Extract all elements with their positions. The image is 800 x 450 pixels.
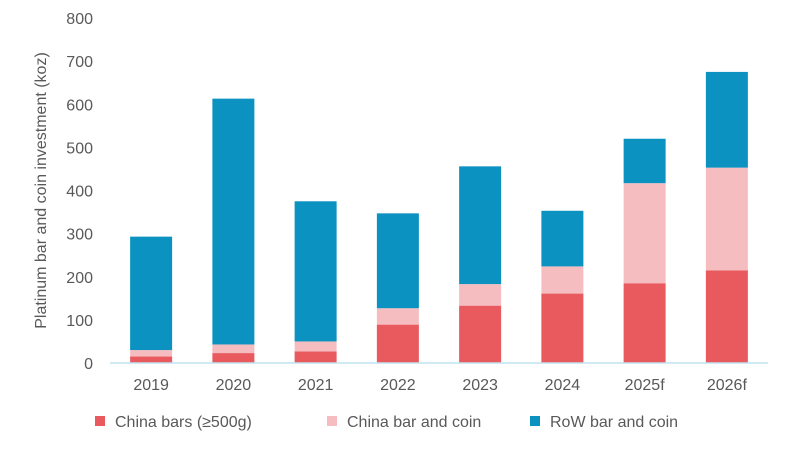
bar-2026f-china-bars-500g bbox=[705, 270, 748, 363]
bar-2024-row-bar-and-coin bbox=[541, 210, 584, 267]
x-tick-label-2019: 2019 bbox=[133, 377, 169, 394]
legend-label-row-bar-and-coin: RoW bar and coin bbox=[550, 414, 678, 431]
bar-2024-china-bars-500g bbox=[541, 293, 584, 363]
bar-2022-china-bars-500g bbox=[376, 324, 419, 363]
y-tick-label-700: 700 bbox=[66, 54, 93, 71]
bar-2026f-row-bar-and-coin bbox=[705, 71, 748, 168]
legend-swatch-china-bars-500g bbox=[95, 416, 105, 426]
y-tick-label-400: 400 bbox=[66, 184, 93, 201]
x-tick-label-2026f: 2026f bbox=[707, 377, 748, 394]
y-tick-label-500: 500 bbox=[66, 140, 93, 157]
bar-2020-china-bars-500g bbox=[212, 353, 255, 363]
bar-2024-china-bar-and-coin bbox=[541, 266, 584, 294]
bar-2026f-china-bar-and-coin bbox=[705, 167, 748, 271]
bar-2019-china-bars-500g bbox=[130, 356, 173, 363]
x-tick-label-2023: 2023 bbox=[462, 377, 498, 394]
y-tick-label-100: 100 bbox=[66, 313, 93, 330]
bar-2023-china-bar-and-coin bbox=[459, 284, 502, 306]
y-tick-label-200: 200 bbox=[66, 270, 93, 287]
y-tick-label-600: 600 bbox=[66, 97, 93, 114]
legend-label-china-bars-500g: China bars (≥500g) bbox=[115, 414, 252, 431]
legend-swatch-row-bar-and-coin bbox=[530, 416, 540, 426]
bar-2022-row-bar-and-coin bbox=[376, 213, 419, 309]
legend-label-china-bar-and-coin: China bar and coin bbox=[347, 414, 481, 431]
x-tick-label-2025f: 2025f bbox=[625, 377, 666, 394]
bar-2022-china-bar-and-coin bbox=[376, 308, 419, 325]
bar-2023-china-bars-500g bbox=[459, 305, 502, 363]
bar-2025f-china-bars-500g bbox=[623, 283, 666, 363]
bar-2025f-row-bar-and-coin bbox=[623, 138, 666, 184]
legend-swatch-china-bar-and-coin bbox=[327, 416, 337, 426]
y-tick-label-0: 0 bbox=[84, 356, 93, 373]
x-tick-label-2024: 2024 bbox=[545, 377, 581, 394]
x-tick-label-2020: 2020 bbox=[216, 377, 252, 394]
y-axis: 0 100 200 300 400 500 600 700 800 bbox=[66, 11, 93, 373]
bar-2025f-china-bar-and-coin bbox=[623, 183, 666, 284]
bar-2021-china-bars-500g bbox=[294, 351, 337, 363]
bar-2023-row-bar-and-coin bbox=[459, 166, 502, 285]
bar-2020-china-bar-and-coin bbox=[212, 344, 255, 354]
y-tick-label-800: 800 bbox=[66, 11, 93, 28]
x-tick-label-2022: 2022 bbox=[380, 377, 416, 394]
y-axis-label: Platinum bar and coin investment (koz) bbox=[33, 52, 50, 329]
x-tick-label-2021: 2021 bbox=[298, 377, 334, 394]
y-tick-label-300: 300 bbox=[66, 227, 93, 244]
bar-2021-china-bar-and-coin bbox=[294, 341, 337, 352]
bar-2020-row-bar-and-coin bbox=[212, 98, 255, 345]
bar-2021-row-bar-and-coin bbox=[294, 201, 337, 342]
x-axis: 2019 2020 2021 2022 2023 2024 2025f 2026f bbox=[133, 377, 747, 394]
bars bbox=[130, 71, 748, 363]
legend: China bars (≥500g) China bar and coin RoW … bbox=[95, 414, 678, 431]
bar-2019-row-bar-and-coin bbox=[130, 236, 173, 351]
bar-2019-china-bar-and-coin bbox=[130, 350, 173, 357]
